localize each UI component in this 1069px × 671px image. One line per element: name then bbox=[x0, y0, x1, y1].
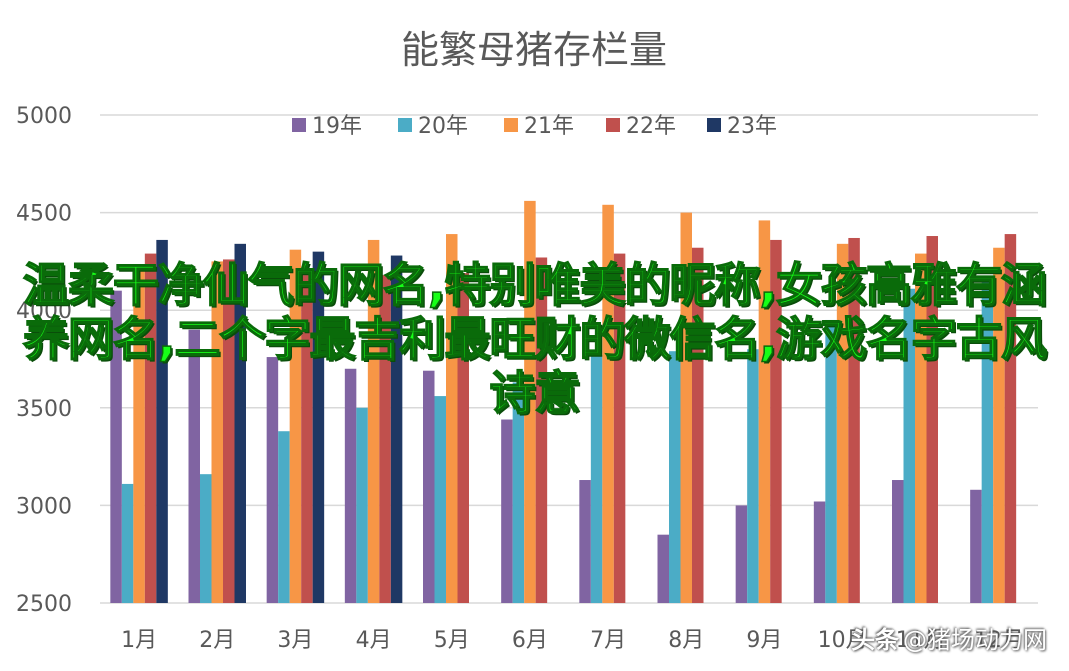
x-tick-label: 12月 bbox=[974, 628, 1024, 653]
y-tick-label: 4000 bbox=[16, 299, 72, 324]
chart-title: 能繁母猪存栏量 bbox=[401, 28, 667, 72]
bar bbox=[446, 234, 458, 603]
bar bbox=[289, 249, 302, 604]
x-tick-label: 7月 bbox=[590, 628, 626, 653]
watermark-source: 头条 bbox=[851, 626, 899, 654]
bar bbox=[657, 534, 669, 603]
bar bbox=[758, 220, 771, 603]
legend-swatch bbox=[292, 118, 306, 132]
watermark-account: @猪场动力网 bbox=[903, 626, 1047, 654]
watermark: 头条 @猪场动力网 bbox=[851, 620, 1047, 655]
bar bbox=[892, 480, 904, 603]
overlay-caption: 温柔干净仙气的网名,特别唯美的昵称,女孩高雅有涵养网名,二个字最吉利最旺财的微信… bbox=[22, 257, 1047, 421]
bar bbox=[266, 357, 279, 603]
x-tick-label: 3月 bbox=[277, 628, 313, 653]
x-tick-label: 2月 bbox=[199, 628, 235, 653]
bar bbox=[669, 351, 681, 603]
bar bbox=[156, 239, 168, 604]
x-tick-label: 10月 bbox=[818, 628, 868, 653]
bar bbox=[457, 273, 469, 603]
bar bbox=[121, 483, 134, 603]
bar bbox=[836, 243, 849, 603]
bar bbox=[188, 329, 200, 603]
bar bbox=[770, 239, 782, 604]
bar bbox=[211, 261, 223, 603]
legend-label: 22年 bbox=[626, 114, 676, 139]
bar bbox=[825, 319, 837, 603]
bar bbox=[223, 259, 235, 603]
legend-label: 21年 bbox=[524, 114, 574, 139]
y-tick-label: 3000 bbox=[16, 494, 72, 519]
legend: 19年 20年 21年 22年 23年 bbox=[292, 114, 777, 139]
bar bbox=[356, 407, 368, 603]
bar bbox=[367, 239, 380, 604]
y-tick-label: 2500 bbox=[16, 592, 72, 617]
x-tick-label: 6月 bbox=[512, 628, 548, 653]
bar bbox=[379, 275, 391, 603]
y-tick-label: 4500 bbox=[16, 202, 72, 227]
bar bbox=[512, 382, 525, 603]
bar bbox=[524, 200, 536, 603]
bar bbox=[848, 237, 860, 603]
bar bbox=[903, 288, 915, 603]
bar bbox=[613, 253, 626, 604]
bar bbox=[602, 204, 614, 604]
bar bbox=[234, 243, 246, 603]
bar bbox=[735, 505, 748, 603]
bar bbox=[301, 275, 313, 603]
gridlines bbox=[100, 114, 1038, 604]
x-tick-label: 4月 bbox=[356, 628, 392, 653]
bar bbox=[915, 253, 927, 604]
bar bbox=[680, 212, 692, 603]
legend-swatch bbox=[398, 118, 412, 132]
bar bbox=[692, 247, 704, 603]
bar bbox=[344, 368, 357, 603]
legend-swatch bbox=[606, 118, 620, 132]
bar bbox=[747, 349, 759, 603]
y-axis: 2500 3000 3500 4000 4500 5000 bbox=[16, 104, 72, 617]
bars bbox=[110, 200, 1017, 604]
y-tick-label: 3500 bbox=[16, 397, 72, 422]
bar bbox=[1004, 234, 1017, 603]
bar bbox=[993, 247, 1005, 603]
x-tick-label: 1月 bbox=[121, 628, 157, 653]
legend-label: 23年 bbox=[727, 114, 777, 139]
bar bbox=[590, 355, 603, 603]
x-tick-label: 11月 bbox=[896, 628, 946, 653]
bar bbox=[144, 253, 157, 604]
x-tick-label: 5月 bbox=[434, 628, 470, 653]
bar bbox=[535, 257, 548, 603]
x-axis: 1月 2月 3月 4月 5月 6月 7月 8月 9月 10月 11月 12月 bbox=[121, 628, 1024, 653]
legend-label: 19年 bbox=[312, 114, 362, 139]
bar bbox=[278, 431, 290, 603]
bar bbox=[390, 255, 403, 603]
bar bbox=[981, 278, 994, 603]
bar bbox=[434, 396, 446, 603]
legend-label: 20年 bbox=[418, 114, 468, 139]
y-tick-label: 5000 bbox=[16, 104, 72, 129]
bar bbox=[579, 480, 591, 603]
x-tick-label: 9月 bbox=[746, 628, 782, 653]
bar bbox=[926, 236, 938, 604]
bar bbox=[501, 419, 513, 603]
bar bbox=[133, 269, 145, 603]
legend-swatch bbox=[504, 118, 518, 132]
bar bbox=[200, 474, 212, 603]
bar bbox=[110, 290, 122, 603]
x-tick-label: 8月 bbox=[668, 628, 704, 653]
bar bbox=[423, 370, 435, 603]
bar bbox=[970, 489, 982, 603]
bar bbox=[312, 251, 325, 603]
legend-swatch bbox=[707, 118, 721, 132]
bar bbox=[813, 501, 826, 603]
